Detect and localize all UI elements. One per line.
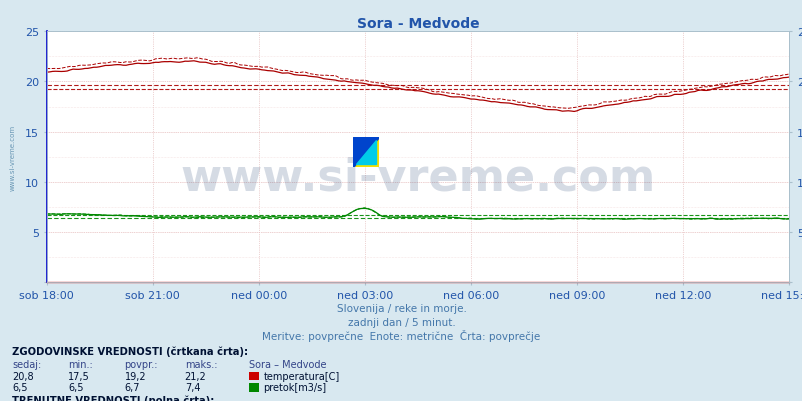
Text: sedaj:: sedaj:: [12, 359, 41, 369]
Text: 21,2: 21,2: [184, 371, 206, 381]
Text: zadnji dan / 5 minut.: zadnji dan / 5 minut.: [347, 317, 455, 327]
Text: Meritve: povprečne  Enote: metrične  Črta: povprečje: Meritve: povprečne Enote: metrične Črta:…: [262, 329, 540, 341]
Text: 6,5: 6,5: [12, 382, 27, 392]
Text: TRENUTNE VREDNOSTI (polna črta):: TRENUTNE VREDNOSTI (polna črta):: [12, 395, 214, 401]
Text: 19,2: 19,2: [124, 371, 146, 381]
Text: ZGODOVINSKE VREDNOSTI (črtkana črta):: ZGODOVINSKE VREDNOSTI (črtkana črta):: [12, 345, 248, 356]
Polygon shape: [353, 137, 379, 168]
Polygon shape: [353, 137, 379, 168]
Title: Sora - Medvode: Sora - Medvode: [356, 17, 479, 31]
Text: www.si-vreme.com: www.si-vreme.com: [180, 156, 654, 199]
Text: 20,8: 20,8: [12, 371, 34, 381]
Text: maks.:: maks.:: [184, 359, 217, 369]
Text: 6,5: 6,5: [68, 382, 83, 392]
Text: temperatura[C]: temperatura[C]: [263, 371, 339, 381]
Polygon shape: [355, 140, 376, 164]
Text: min.:: min.:: [68, 359, 93, 369]
Text: 17,5: 17,5: [68, 371, 90, 381]
Text: Sora – Medvode: Sora – Medvode: [249, 359, 326, 369]
Text: Slovenija / reke in morje.: Slovenija / reke in morje.: [336, 303, 466, 313]
Text: povpr.:: povpr.:: [124, 359, 158, 369]
Text: www.si-vreme.com: www.si-vreme.com: [10, 124, 16, 190]
Text: 6,7: 6,7: [124, 382, 140, 392]
Text: 7,4: 7,4: [184, 382, 200, 392]
Text: pretok[m3/s]: pretok[m3/s]: [263, 382, 326, 392]
